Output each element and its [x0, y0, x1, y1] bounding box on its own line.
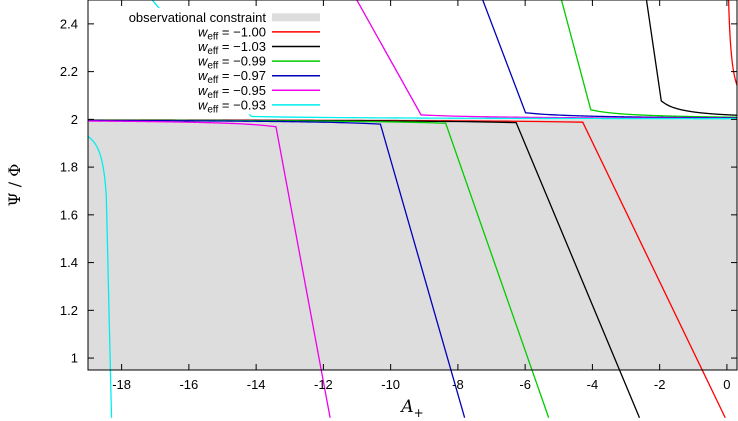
series-0-right-branch	[727, 0, 738, 86]
series-1-right-branch	[645, 0, 738, 116]
legend-label-subscript: eff	[207, 31, 218, 42]
legend-label-value: = −1.03	[218, 39, 266, 54]
legend-label-symbol: w	[198, 83, 209, 98]
series-5-right-branch	[151, 0, 737, 120]
legend-label: weff = −0.95	[198, 83, 266, 101]
legend-label-constraint: observational constraint	[129, 10, 267, 25]
y-tick-label: 1.2	[60, 303, 78, 318]
legend-label-symbol: w	[198, 24, 209, 39]
legend-label: weff = −1.00	[198, 24, 266, 42]
x-tick-label: -8	[452, 377, 464, 392]
observational-constraint-band	[88, 119, 737, 371]
y-tick-label: 2	[71, 112, 78, 127]
legend-swatch-constraint	[272, 13, 320, 22]
series-5-left-branch	[87, 135, 113, 418]
x-tick-label: -10	[381, 377, 400, 392]
legend-label: weff = −0.93	[198, 97, 266, 115]
legend-label-subscript: eff	[207, 104, 218, 115]
y-tick-label: 1.8	[60, 160, 78, 175]
legend-label: weff = −0.97	[198, 68, 266, 86]
legend-label-value: = −0.93	[218, 97, 266, 112]
x-tick-label: -4	[587, 377, 599, 392]
legend-label-subscript: eff	[207, 75, 218, 86]
legend-label-value: = −0.99	[218, 54, 266, 69]
y-tick-label: 1	[71, 351, 78, 366]
x-tick-label: -16	[179, 377, 198, 392]
legend-label-subscript: eff	[207, 90, 218, 101]
legend-label-value: = −0.95	[218, 83, 266, 98]
x-axis-label-main: A	[399, 397, 413, 417]
legend-label-symbol: w	[198, 54, 209, 69]
x-tick-label: -18	[112, 377, 131, 392]
series-5	[87, 0, 737, 418]
y-tick-label: 2.2	[60, 64, 78, 79]
series-layer	[87, 0, 738, 419]
legend-label-symbol: w	[198, 39, 209, 54]
x-axis-label-subscript: +	[414, 406, 424, 420]
x-tick-label: -2	[654, 377, 666, 392]
x-axis-label: A+	[399, 397, 423, 420]
x-tick-label: 0	[723, 377, 730, 392]
legend-label-value: = −0.97	[218, 68, 266, 83]
y-tick-label: 1.6	[60, 207, 78, 222]
x-tick-label: -6	[519, 377, 531, 392]
y-tick-label: 1.4	[60, 255, 78, 270]
series-2-right-branch	[560, 0, 737, 118]
plot-frame	[87, 0, 738, 371]
x-tick-label: -12	[314, 377, 333, 392]
series-3-left-branch	[88, 119, 466, 418]
y-tick-label: 2.4	[60, 16, 78, 31]
legend-label-symbol: w	[198, 68, 209, 83]
legend-label: weff = −0.99	[198, 54, 266, 72]
legend-label-subscript: eff	[207, 61, 218, 72]
series-4-left-branch	[88, 120, 331, 418]
legend-label: weff = −1.03	[198, 39, 266, 57]
legend-label-subscript: eff	[207, 46, 218, 57]
legend-label-symbol: w	[198, 97, 209, 112]
y-axis-label: Ψ / Φ	[5, 164, 24, 207]
x-tick-label: -14	[247, 377, 266, 392]
tick-layer: -18 -16 -14 -12 -10 -8 -6 -4 -2 0 1 1.2 1.4 1.6 1.8 2 2.…	[60, 0, 737, 392]
legend-label-value: = −1.00	[218, 24, 266, 39]
